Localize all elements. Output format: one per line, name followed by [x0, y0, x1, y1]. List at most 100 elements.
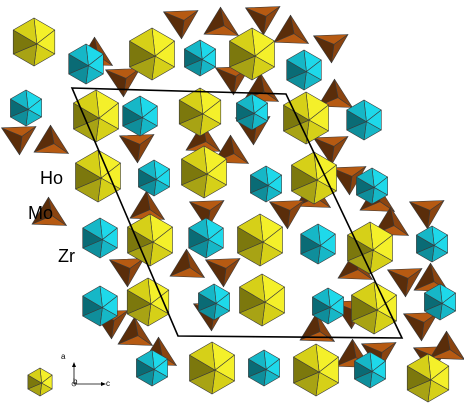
octahedron-facet — [68, 43, 89, 66]
tetrahedron-face — [33, 124, 55, 153]
octahedron-facet — [229, 27, 256, 57]
mo-tetrahedron — [409, 200, 445, 230]
ho-octahedron — [237, 213, 283, 267]
ho-octahedron — [229, 27, 275, 81]
octahedron-facet — [122, 95, 143, 118]
tetrahedron-face — [163, 11, 185, 40]
octahedron-facet — [126, 277, 152, 305]
octahedron-facet — [198, 283, 217, 304]
octahedron-facet — [354, 351, 373, 372]
ho-octahedron — [239, 273, 285, 327]
octahedron-facet — [75, 149, 102, 179]
zr-octahedron — [356, 167, 388, 205]
ho-octahedron — [283, 91, 329, 145]
octahedron-facet — [283, 91, 310, 121]
tetrahedron-face — [269, 201, 291, 230]
zr-octahedron — [354, 351, 386, 389]
ho-octahedron — [129, 27, 175, 81]
octahedron-facet — [347, 221, 374, 251]
ho-label: Ho — [40, 168, 64, 188]
zr-octahedron — [10, 89, 42, 127]
tetrahedron-face — [313, 137, 335, 166]
ho-octahedron — [126, 277, 170, 327]
tetrahedron-face — [117, 316, 139, 345]
zr-octahedron — [198, 283, 230, 321]
tetrahedron-face — [129, 190, 151, 219]
ho-octahedron — [181, 145, 227, 199]
mo-tetrahedron — [163, 10, 199, 40]
octahedron-facet — [136, 349, 155, 370]
octahedron-facet — [129, 27, 156, 57]
zr-octahedron — [82, 285, 118, 327]
zr-octahedron — [416, 225, 448, 263]
tetrahedron-face — [403, 313, 425, 342]
tetrahedron-face — [317, 78, 339, 107]
octahedron-facet — [293, 343, 320, 373]
mo-tetrahedron — [33, 124, 69, 154]
zr-octahedron — [300, 223, 336, 265]
tetrahedron-face — [119, 135, 141, 164]
octahedron-facet — [178, 87, 204, 115]
octahedron-facet — [127, 213, 154, 243]
octahedron-facet — [312, 287, 331, 308]
mo-tetrahedron — [31, 196, 67, 226]
mo-tetrahedron — [313, 34, 349, 64]
octahedron-facet — [189, 341, 216, 371]
octahedron-facet — [181, 145, 208, 175]
tetrahedron-face — [205, 259, 227, 288]
zr-octahedron — [188, 217, 224, 259]
ho-octahedron — [27, 367, 53, 397]
zr-label: Zr — [58, 246, 75, 266]
octahedron-facet — [138, 159, 157, 180]
mo-tetrahedron — [1, 126, 37, 156]
octahedron-facet — [416, 225, 435, 246]
mo-tetrahedron — [403, 312, 439, 342]
axis-c-arrow — [101, 382, 106, 386]
tetrahedron-face — [413, 262, 435, 291]
tetrahedron-face — [203, 6, 225, 35]
tetrahedron-face — [313, 35, 335, 64]
octahedron-facet — [239, 273, 266, 303]
zr-octahedron — [248, 349, 280, 387]
mo-tetrahedron — [429, 330, 464, 360]
ho-octahedron — [291, 151, 337, 205]
ho-octahedron — [127, 213, 173, 267]
octahedron-facet — [248, 349, 267, 370]
zr-octahedron — [236, 93, 268, 131]
mo-tetrahedron — [117, 316, 153, 346]
zr-octahedron — [250, 165, 282, 203]
axis-b-label: b — [73, 377, 78, 386]
mo-label: Mo — [28, 203, 54, 223]
tetrahedron-face — [31, 196, 53, 225]
zr-octahedron — [82, 217, 118, 259]
mo-tetrahedron — [245, 6, 281, 36]
mo-tetrahedron — [205, 258, 241, 288]
zr-octahedron — [424, 283, 456, 321]
ho-octahedron — [406, 353, 450, 403]
zr-octahedron — [346, 99, 382, 141]
zr-octahedron — [312, 287, 344, 325]
tetrahedron-face — [299, 312, 321, 341]
ho-octahedron — [189, 341, 235, 395]
mo-tetrahedron — [203, 6, 239, 36]
octahedron-facet — [236, 93, 255, 114]
octahedron-facet — [82, 217, 103, 240]
octahedron-facet — [188, 217, 209, 240]
tetrahedron-face — [409, 201, 431, 230]
zr-octahedron — [122, 95, 158, 137]
axis-a-arrow — [72, 362, 76, 367]
octahedron-facet — [82, 285, 103, 308]
ho-octahedron — [75, 149, 121, 203]
mo-tetrahedron — [119, 134, 155, 164]
tetrahedron-face — [215, 67, 237, 96]
ho-octahedron — [293, 343, 339, 397]
octahedron-facet — [250, 165, 269, 186]
axes-triad — [71, 362, 106, 387]
mo-tetrahedron — [313, 136, 349, 166]
ho-octahedron — [347, 221, 393, 275]
mo-tetrahedron — [269, 200, 305, 230]
mo-tetrahedron — [105, 68, 141, 98]
tetrahedron-face — [387, 269, 409, 298]
octahedron-facet — [10, 89, 29, 110]
